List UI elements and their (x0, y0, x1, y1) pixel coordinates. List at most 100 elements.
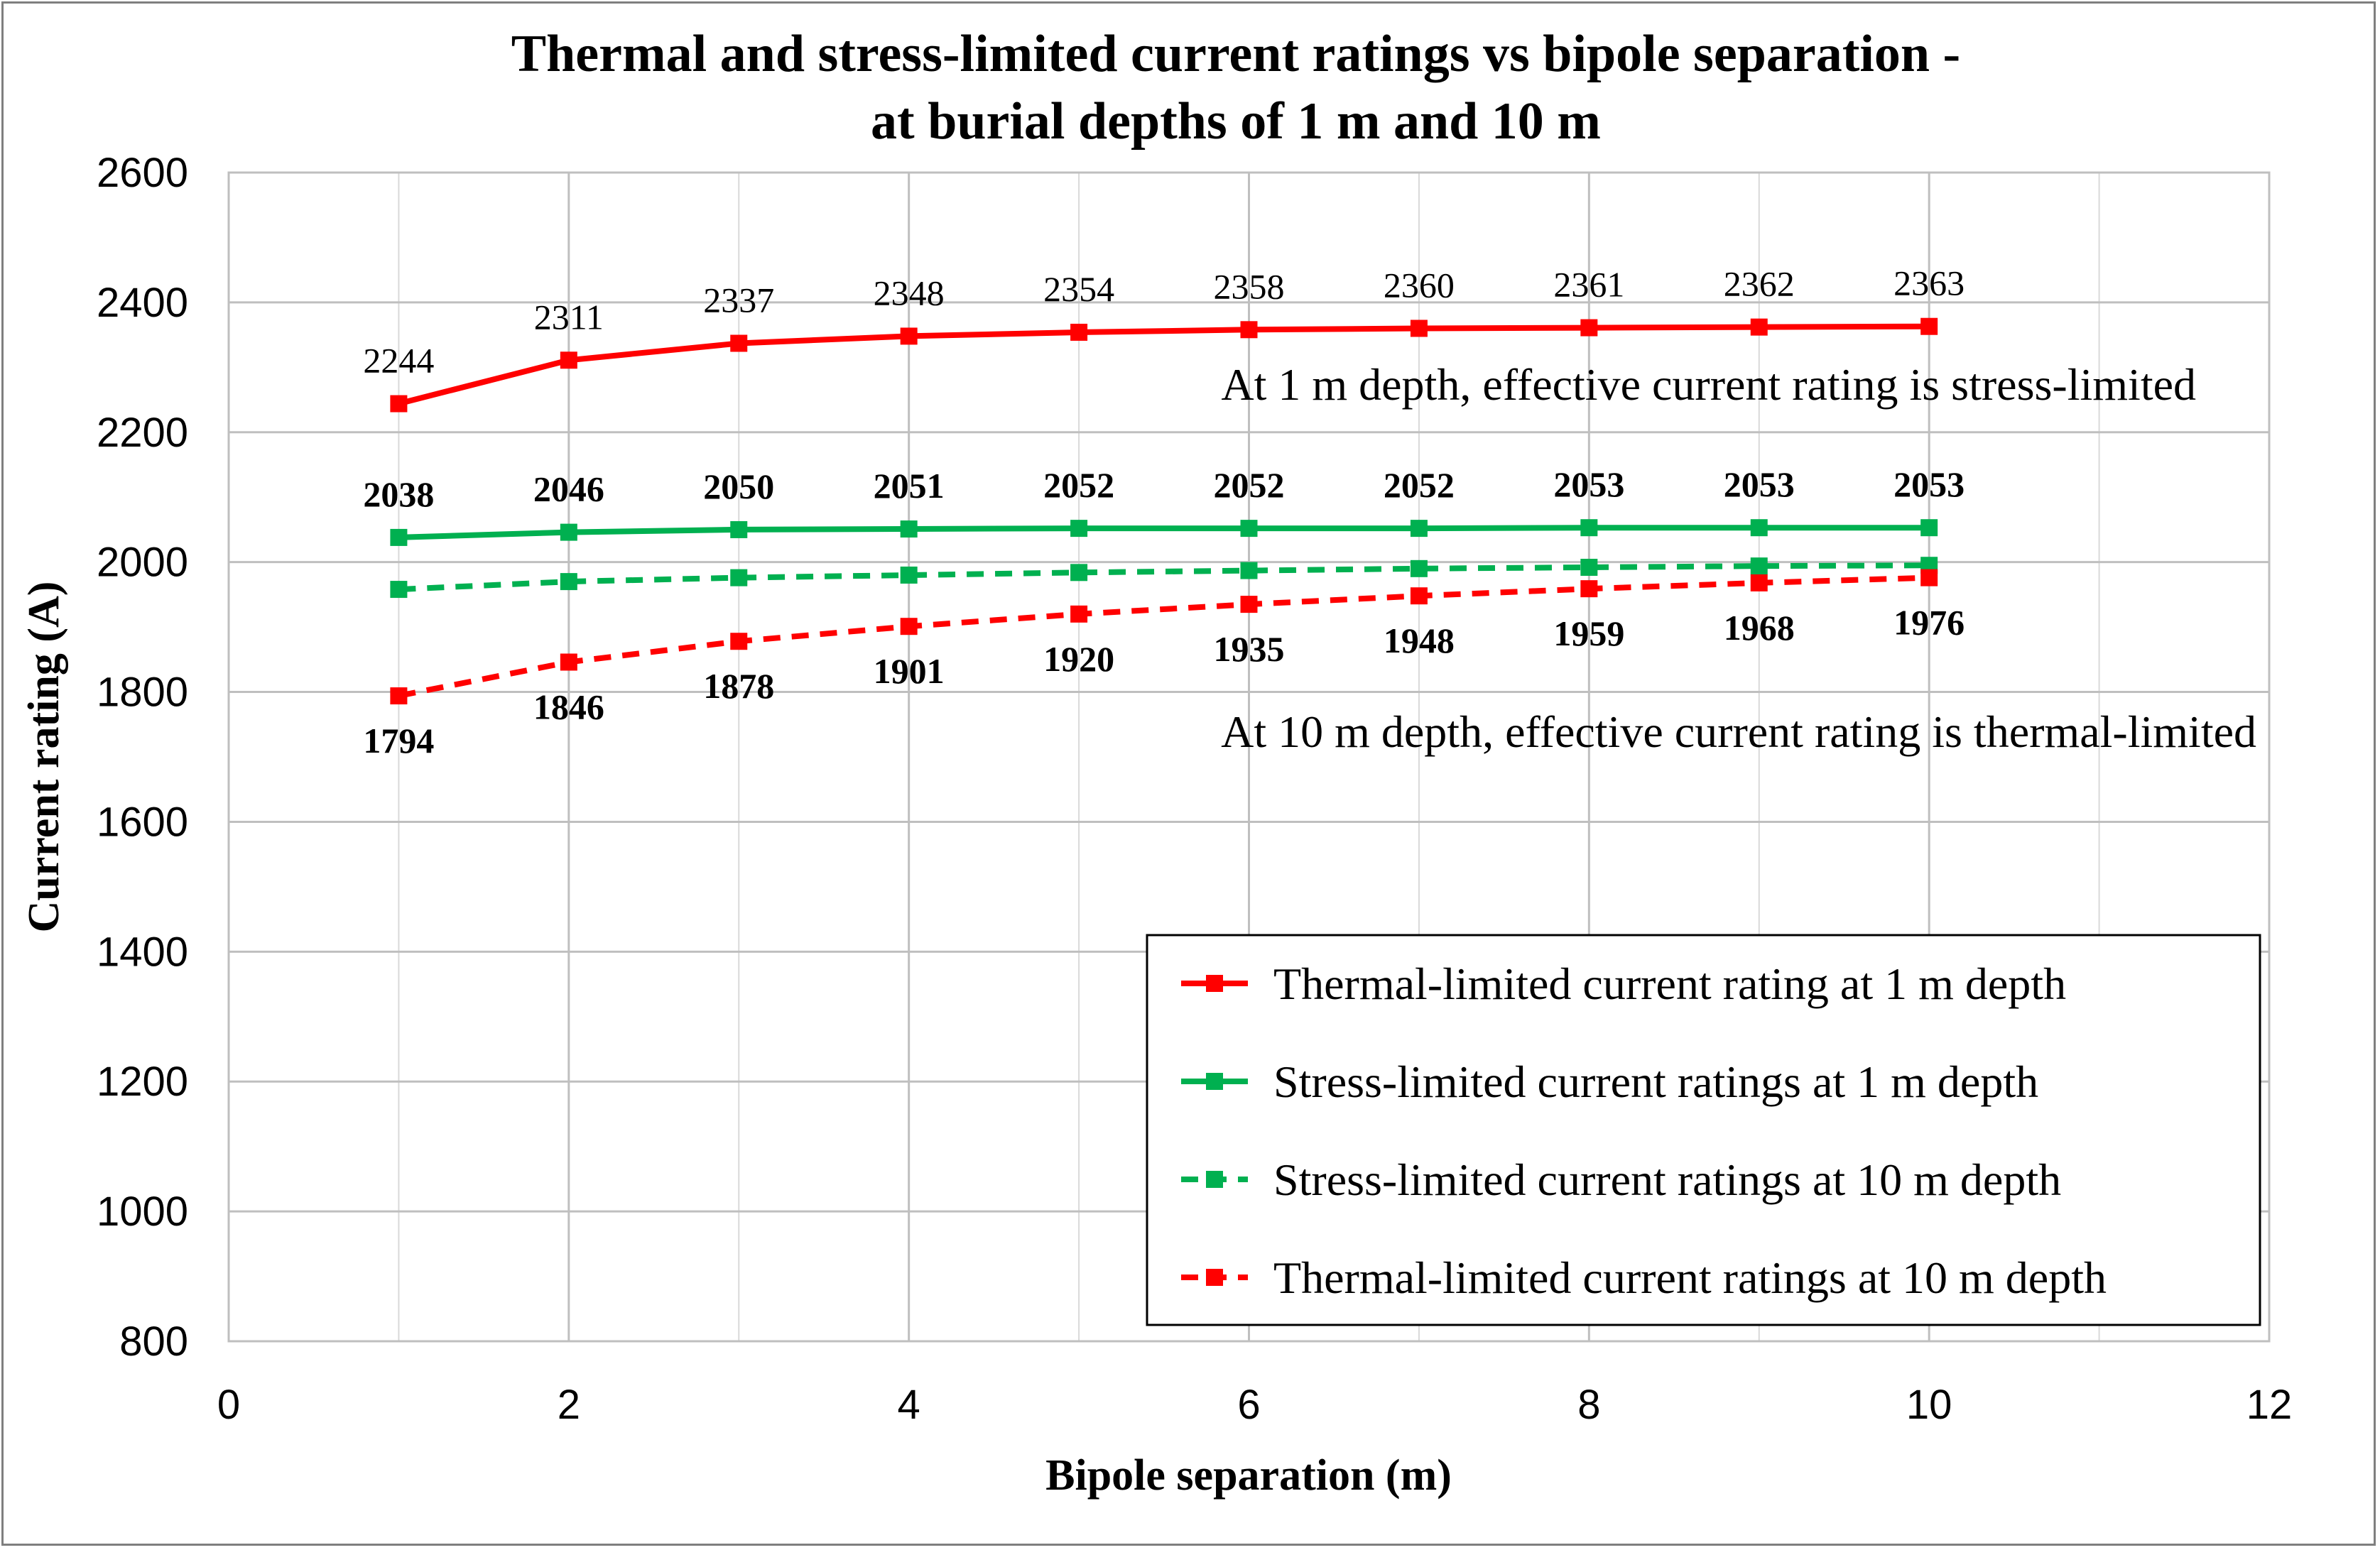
data-point (730, 569, 748, 586)
y-tick-label: 1800 (97, 670, 188, 716)
data-point (730, 633, 748, 650)
x-axis-ticks: 0 2 4 6 8 10 12 (217, 1382, 2292, 1428)
data-point (730, 520, 748, 538)
data-point (1920, 519, 1938, 537)
data-point (560, 573, 577, 591)
data-point (1240, 520, 1258, 537)
y-tick-label: 2400 (97, 280, 188, 326)
data-point (1070, 520, 1088, 537)
legend-label: Stress-limited current ratings at 1 m de… (1273, 1057, 2038, 1107)
data-label: 1968 (1724, 608, 1795, 648)
data-point (1580, 558, 1598, 576)
data-label: 2337 (703, 280, 774, 320)
x-tick-label: 4 (898, 1382, 920, 1428)
data-point (900, 618, 918, 635)
data-point (1580, 319, 1598, 337)
x-tick-label: 2 (558, 1382, 580, 1428)
legend-item: Thermal-limited current ratings at 10 m … (1181, 1252, 2107, 1303)
data-point (1410, 520, 1428, 537)
legend-label: Stress-limited current ratings at 10 m d… (1273, 1155, 2061, 1205)
y-axis-title: Current rating (A) (20, 582, 68, 933)
data-label: 2053 (1553, 464, 1624, 504)
data-label: 2244 (363, 341, 434, 381)
data-point (1580, 580, 1598, 598)
data-label: 2046 (533, 469, 604, 509)
data-label: 1920 (1043, 639, 1114, 679)
x-axis-title: Bipole separation (m) (1045, 1451, 1452, 1500)
data-label: 1976 (1893, 603, 1965, 643)
legend-item: Stress-limited current ratings at 10 m d… (1181, 1155, 2061, 1205)
series-line (398, 525, 1930, 540)
data-label: 2053 (1724, 464, 1795, 504)
data-label: 2052 (1214, 465, 1285, 505)
data-label: 2050 (703, 466, 774, 506)
data-point (390, 395, 408, 413)
chart-title-line-1: Thermal and stress-limited current ratin… (511, 25, 1960, 83)
data-label: 1935 (1214, 629, 1285, 669)
annotation-1m-depth: At 1 m depth, effective current rating i… (1221, 359, 2196, 410)
legend-swatch-marker (1206, 1269, 1223, 1286)
data-label: 2358 (1214, 266, 1285, 306)
data-point (1750, 519, 1768, 537)
y-axis-ticks: 800 1000 1200 1400 1600 1800 2000 2200 2400 2600 (97, 150, 188, 1365)
y-tick-label: 1200 (97, 1059, 188, 1105)
x-tick-label: 8 (1577, 1382, 1600, 1428)
data-label: 2363 (1893, 263, 1965, 303)
data-point (390, 581, 408, 599)
data-label: 2354 (1043, 269, 1114, 309)
data-point (560, 523, 577, 541)
data-point (1410, 587, 1428, 605)
data-point (390, 528, 408, 546)
legend-item: Thermal-limited current rating at 1 m de… (1181, 959, 2066, 1009)
data-label: 2052 (1384, 465, 1455, 505)
data-point (730, 334, 748, 352)
data-point (1410, 560, 1428, 577)
series-line (398, 323, 1930, 407)
annotation-10m-depth: At 10 m depth, effective current rating … (1221, 706, 2256, 757)
y-tick-label: 1000 (97, 1189, 188, 1235)
series-line (398, 574, 1930, 699)
data-label: 2053 (1893, 464, 1965, 504)
plot-border (227, 171, 2271, 1343)
x-tick-label: 6 (1237, 1382, 1260, 1428)
data-point (1410, 320, 1428, 337)
data-label: 2360 (1384, 265, 1455, 305)
legend: Thermal-limited current rating at 1 m de… (1146, 934, 2261, 1326)
series-2 (390, 519, 1938, 546)
data-label: 2052 (1043, 465, 1114, 505)
data-point (1240, 321, 1258, 339)
data-label: 2362 (1724, 264, 1795, 304)
data-point (1750, 318, 1768, 336)
data-point (560, 351, 577, 369)
series-4 (390, 569, 1938, 705)
series-1 (390, 317, 1938, 413)
data-label: 1959 (1553, 613, 1624, 653)
y-tick-label: 1400 (97, 929, 188, 975)
legend-box (1146, 934, 2261, 1326)
data-label: 1901 (874, 651, 945, 691)
y-tick-label: 2600 (97, 150, 188, 196)
data-point (1240, 562, 1258, 579)
data-point (1070, 564, 1088, 582)
y-tick-label: 2200 (97, 410, 188, 456)
legend-label: Thermal-limited current ratings at 10 m … (1273, 1252, 2107, 1303)
y-tick-label: 800 (119, 1319, 188, 1365)
y-tick-label: 1600 (97, 799, 188, 845)
series-3 (390, 557, 1938, 599)
data-label: 2038 (363, 474, 434, 514)
x-tick-label: 12 (2246, 1382, 2293, 1428)
data-point (1750, 557, 1768, 575)
data-point (900, 520, 918, 538)
data-point (1920, 317, 1938, 335)
data-point (1750, 574, 1768, 591)
data-point (1580, 519, 1598, 537)
legend-swatch-marker (1206, 975, 1223, 992)
y-tick-label: 2000 (97, 540, 188, 586)
data-label: 1846 (533, 687, 604, 726)
data-label: 1948 (1384, 621, 1455, 660)
data-point (1240, 596, 1258, 613)
data-label: 2348 (874, 273, 945, 312)
legend-label: Thermal-limited current rating at 1 m de… (1273, 959, 2066, 1009)
x-tick-label: 0 (217, 1382, 240, 1428)
